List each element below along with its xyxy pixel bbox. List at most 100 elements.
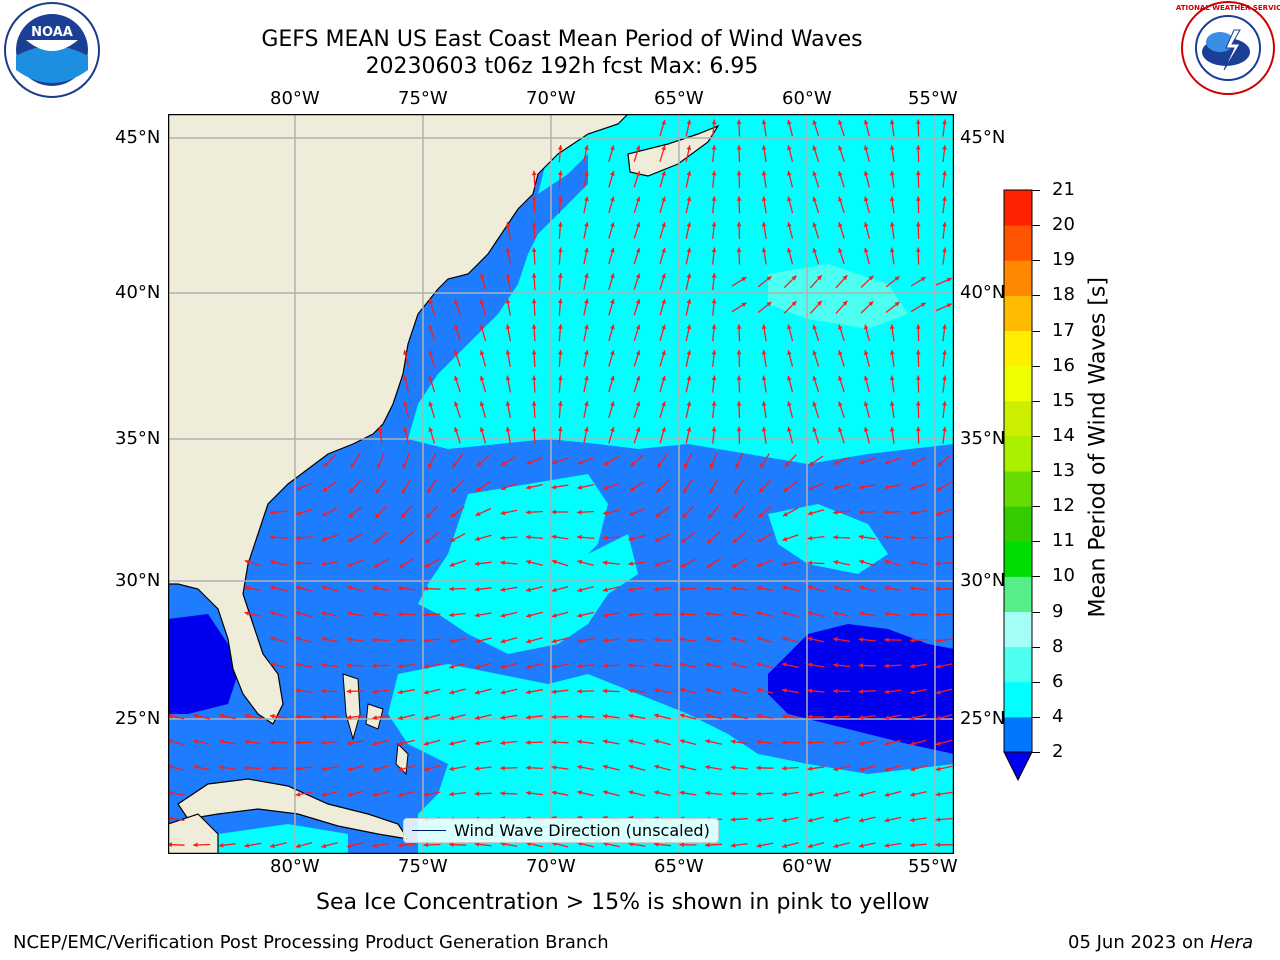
colorbar-band	[1004, 576, 1032, 612]
wave-direction-arrow	[603, 456, 619, 466]
wave-direction-arrow	[889, 375, 895, 393]
wave-direction-arrow	[193, 842, 211, 848]
wave-direction-arrow	[863, 170, 870, 188]
wave-direction-arrow	[653, 790, 671, 797]
wave-direction-arrow	[423, 842, 441, 848]
wave-direction-arrow	[935, 842, 953, 848]
wave-direction-arrow	[500, 535, 518, 541]
wave-direction-arrow	[858, 559, 876, 567]
wave-direction-arrow	[583, 375, 589, 393]
wave-direction-arrow	[858, 457, 876, 465]
wave-direction-arrow	[654, 533, 671, 543]
wave-direction-arrow	[401, 478, 412, 495]
wave-direction-arrow	[942, 145, 947, 163]
wave-direction-arrow	[858, 740, 876, 746]
wave-direction-arrow	[889, 324, 895, 342]
wave-direction-arrow	[942, 119, 947, 137]
wave-direction-arrow	[838, 119, 845, 137]
colorbar-tick-mark	[1032, 752, 1040, 753]
wave-direction-arrow	[863, 145, 870, 162]
wave-direction-arrow	[577, 714, 595, 719]
colorbar-tick-label: 13	[1052, 460, 1075, 481]
wave-direction-arrow	[525, 483, 543, 490]
wave-direction-arrow	[423, 791, 441, 797]
wave-direction-arrow	[659, 196, 666, 214]
colorbar-tick-label: 14	[1052, 424, 1075, 446]
wave-direction-arrow	[270, 611, 287, 618]
wave-direction-arrow	[884, 611, 902, 617]
wave-direction-arrow	[808, 455, 824, 467]
colorbar-tick-mark	[1032, 260, 1040, 262]
wave-direction-arrow	[761, 349, 767, 367]
wave-direction-arrow	[761, 196, 767, 214]
wave-direction-arrow	[942, 349, 947, 367]
wave-direction-arrow	[346, 842, 364, 849]
wave-direction-arrow	[910, 483, 927, 490]
wave-direction-arrow	[781, 688, 799, 694]
wave-direction-arrow	[423, 612, 441, 617]
wave-direction-arrow	[474, 791, 492, 797]
wave-direction-arrow	[346, 714, 364, 720]
wave-direction-arrow	[655, 479, 669, 493]
wave-direction-arrow	[423, 586, 441, 591]
wave-direction-arrow	[756, 817, 774, 823]
wave-direction-arrow	[706, 531, 721, 544]
wave-direction-arrow	[787, 375, 794, 393]
wave-direction-arrow	[838, 401, 845, 418]
wave-direction-arrow	[659, 247, 666, 265]
wave-direction-arrow	[449, 791, 467, 797]
wave-direction-arrow	[863, 222, 870, 239]
wave-direction-arrow	[909, 842, 927, 848]
wave-direction-arrow	[531, 170, 537, 188]
wave-direction-arrow	[428, 298, 436, 316]
wave-direction-arrow	[449, 612, 467, 618]
lat-label-right-45n: 45°N	[960, 127, 1006, 148]
wave-direction-arrow	[347, 559, 364, 567]
wave-direction-arrow	[193, 713, 210, 720]
wave-direction-arrow	[398, 558, 414, 569]
wave-direction-arrow	[761, 247, 767, 265]
lon-label-top-70w: 70°W	[526, 88, 576, 109]
wave-direction-arrow	[685, 145, 692, 163]
wave-direction-arrow	[577, 688, 595, 694]
wave-direction-arrow	[935, 663, 953, 669]
wave-direction-arrow	[633, 196, 641, 214]
wave-direction-arrow	[398, 739, 415, 746]
short-period-regions	[208, 114, 954, 854]
wave-direction-arrow	[321, 790, 339, 797]
colorbar-tick-label: 15	[1052, 389, 1075, 411]
wave-direction-arrow	[218, 713, 236, 720]
wave-direction-arrow	[346, 765, 364, 772]
noaa-logo: NOAA	[0, 0, 104, 104]
wave-direction-arrow	[884, 689, 902, 695]
wave-direction-arrow	[659, 273, 666, 290]
wave-direction-arrow	[525, 714, 543, 720]
wave-direction-arrow	[608, 401, 615, 418]
wave-direction-arrow	[577, 509, 595, 515]
lat-label-right-30n: 30°N	[960, 570, 1006, 591]
wave-direction-arrow	[761, 426, 767, 444]
wave-direction-arrow	[884, 509, 902, 515]
wave-direction-arrow	[449, 842, 467, 847]
wave-direction-arrow	[474, 586, 492, 592]
wave-direction-arrow	[659, 401, 666, 418]
wave-direction-arrow	[525, 765, 543, 771]
wave-direction-arrow	[730, 713, 748, 720]
lon-label-bottom-80w: 80°W	[270, 856, 320, 877]
wave-direction-arrow	[807, 560, 825, 566]
lon-label-bottom-55w: 55°W	[908, 856, 958, 877]
wave-direction-arrow	[346, 663, 364, 668]
wave-direction-arrow	[583, 324, 589, 342]
wave-direction-arrow	[374, 505, 387, 519]
wave-direction-arrow	[863, 350, 870, 367]
wave-direction-arrow	[909, 535, 927, 540]
wave-direction-arrow	[321, 841, 338, 849]
wave-direction-arrow	[372, 765, 390, 772]
wave-direction-arrow	[526, 611, 543, 618]
wave-direction-arrow	[783, 480, 798, 493]
wave-direction-arrow	[653, 842, 671, 847]
nws-logo-text: NATIONAL WEATHER SERVICE	[1176, 4, 1280, 12]
wave-direction-arrow	[608, 222, 615, 239]
wave-direction-arrow	[679, 611, 697, 617]
wave-direction-arrow	[557, 196, 563, 214]
